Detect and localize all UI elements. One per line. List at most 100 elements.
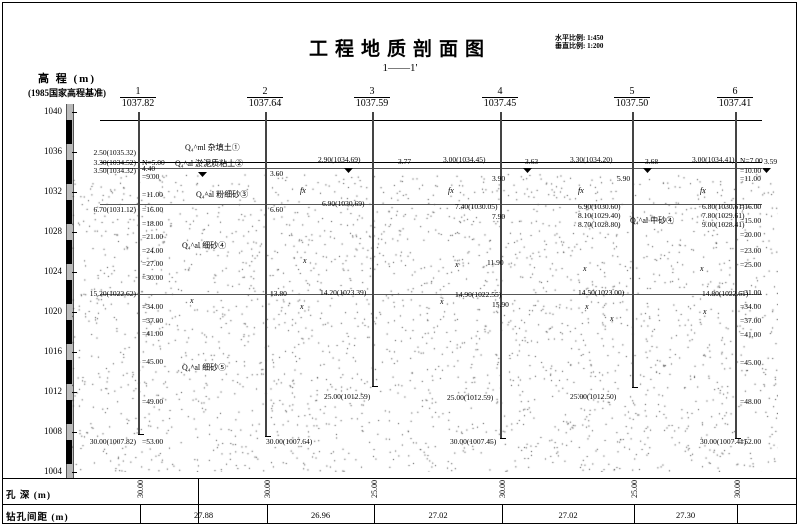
borehole-header-5[interactable]: 5 1037.50 <box>592 86 672 109</box>
borehole-number: 1 <box>135 86 141 97</box>
stratum-label-5: Q₄^al 细砂⑤ <box>182 363 227 372</box>
hole-depth-value: 25.00 <box>630 480 639 498</box>
depth-label: 15.90 <box>492 300 509 309</box>
axis-scale-block <box>66 400 72 424</box>
sand-symbol: x <box>303 256 307 265</box>
y-tick-label: 1040 <box>44 106 62 116</box>
hole-depth-value: 25.00 <box>370 480 379 498</box>
y-tick-label: 1012 <box>44 386 62 396</box>
y-tick-label: 1036 <box>44 146 62 156</box>
summary-table: 孔 深 (m) 钻孔间距 (m) 30.00 30.00 25.00 30.00 25.… <box>2 478 797 524</box>
table-separator <box>796 478 797 524</box>
borehole-elevation: 1037.50 <box>614 97 650 109</box>
depth-elevation-label: 3.00(1034.41) <box>692 155 735 164</box>
spt-depth-label: =45.00 <box>142 357 164 366</box>
borehole-column-1[interactable] <box>138 112 140 434</box>
depth-elevation-label: 30.00(1007.64) <box>266 437 313 446</box>
borehole-header-1[interactable]: 1 1037.82 <box>98 86 178 109</box>
spt-depth-label: 4.40 <box>142 164 156 173</box>
y-axis-datum: (1985国家高程基准) <box>28 88 106 98</box>
fine-sand-symbol: fx <box>300 186 306 195</box>
borehole-header-3[interactable]: 3 1037.59 <box>332 86 412 109</box>
spt-depth-label: =10.00 <box>740 166 762 175</box>
stratum-label-4: Q₄^al 细砂④ <box>182 241 227 250</box>
hole-spacing-value: 27.02 <box>428 510 448 520</box>
profile-plot: 2.50(1035.32) 3.30(1034.52) 3.50(1034.32) 6… <box>72 112 778 472</box>
borehole-elevation: 1037.59 <box>354 97 390 109</box>
table-separator <box>267 504 268 524</box>
depth-elevation-label: 30.00(1007.41) <box>700 437 747 446</box>
stratum-boundary-line <box>100 162 762 163</box>
sand-symbol: x <box>700 264 704 273</box>
borehole-column-4[interactable] <box>500 112 502 438</box>
stratum-label-3: Q₄^al 粉细砂③ <box>196 190 249 199</box>
y-axis-title: 高 程 (m) <box>38 73 96 85</box>
row-label-hole-spacing: 钻孔间距 (m) <box>6 513 69 523</box>
axis-scale-block <box>66 160 72 184</box>
borehole-column-5[interactable] <box>632 112 634 387</box>
depth-elevation-label: 2.50(1035.32) <box>93 148 137 157</box>
depth-elevation-label: 9.00(1028.41) <box>702 220 745 229</box>
spt-depth-label: =11.00 <box>142 190 163 199</box>
depth-label: 3.60 <box>270 169 284 178</box>
spt-depth-label: =49.00 <box>142 397 164 406</box>
sand-symbol: x <box>300 302 304 311</box>
depth-elevation-label: 3.00(1034.45) <box>443 155 486 164</box>
table-separator <box>502 504 503 524</box>
borehole-number: 3 <box>369 86 375 97</box>
borehole-column-2[interactable] <box>265 112 267 436</box>
depth-label: 3.77 <box>398 157 412 166</box>
axis-scale-block <box>66 240 72 264</box>
depth-elevation-label: 25.00(1012.50) <box>570 392 617 401</box>
spt-depth-label: =16.00 <box>740 202 762 211</box>
spt-depth-label: =30.00 <box>142 273 164 282</box>
spt-depth-label: =34.00 <box>142 302 164 311</box>
depth-elevation-label: 6.80(1030.61) <box>702 202 745 211</box>
y-tick-label: 1032 <box>44 186 62 196</box>
spt-depth-label: =16.00 <box>142 205 164 214</box>
y-tick-label: 1016 <box>44 346 62 356</box>
borehole-bottom-mark <box>500 437 506 439</box>
spt-depth-label: =31.00 <box>740 288 762 297</box>
sand-symbol: x <box>440 297 444 306</box>
stratum-label-6: Q₄^al 中砂④ <box>630 216 675 225</box>
borehole-column-3[interactable] <box>372 112 374 387</box>
sand-hatch-pattern <box>72 112 778 472</box>
row-label-hole-depth: 孔 深 (m) <box>6 491 51 501</box>
borehole-header-4[interactable]: 4 1037.45 <box>460 86 540 109</box>
table-separator <box>737 504 738 524</box>
axis-scale-block <box>66 360 72 384</box>
borehole-elevation: 1037.64 <box>247 97 283 109</box>
table-separator <box>634 504 635 524</box>
profile-section-label: 1——1' <box>382 62 418 74</box>
stratum-label-1: Q₄^ml 杂填土① <box>185 143 240 152</box>
depth-elevation-label: 30.00(1007.45) <box>450 437 497 446</box>
sand-symbol: x <box>703 307 707 316</box>
spt-depth-label: =15.00 <box>740 216 762 225</box>
spt-depth-label: =37.00 <box>740 316 762 325</box>
water-table-icon <box>762 160 771 173</box>
hole-depth-value: 30.00 <box>498 480 507 498</box>
y-tick-label: 1024 <box>44 266 62 276</box>
y-tick-label: 1028 <box>44 226 62 236</box>
table-separator <box>140 504 141 524</box>
depth-elevation-label: 3.30(1034.20) <box>570 155 613 164</box>
depth-elevation-label: 8.70(1028.80) <box>578 220 621 229</box>
borehole-header-6[interactable]: 6 1037.41 <box>695 86 775 109</box>
borehole-column-6[interactable] <box>735 112 737 438</box>
stratum-boundary-line <box>100 120 762 121</box>
borehole-elevation: 1037.41 <box>717 97 753 109</box>
borehole-bottom-mark <box>735 437 741 439</box>
spt-depth-label: =9.00 <box>142 172 160 181</box>
table-row: 孔 深 (m) <box>2 478 797 504</box>
borehole-header-2[interactable]: 2 1037.64 <box>225 86 305 109</box>
table-separator <box>198 478 199 524</box>
spt-depth-label: =11.00 <box>740 174 761 183</box>
page-title: 工程地质剖面图 <box>308 38 491 60</box>
borehole-elevation: 1037.45 <box>482 97 518 109</box>
depth-elevation-label: 6.70(1031.12) <box>93 205 137 214</box>
borehole-bottom-mark <box>138 433 144 435</box>
depth-elevation-label: 25.00(1012.59) <box>324 392 371 401</box>
depth-elevation-label: 6.90(1030.69) <box>322 199 365 208</box>
spt-depth-label: =34.00 <box>740 302 762 311</box>
